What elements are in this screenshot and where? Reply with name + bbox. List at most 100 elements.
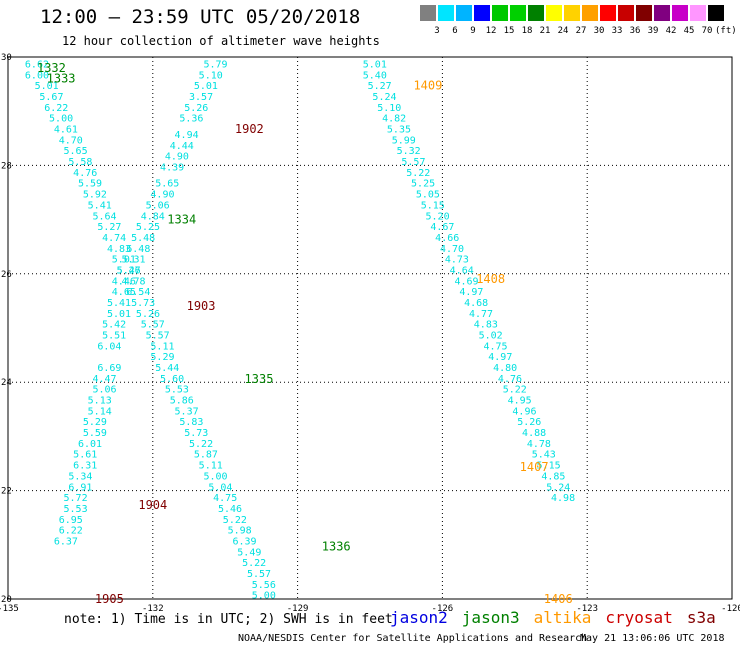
wave-height-point: 4.95 xyxy=(508,396,532,407)
wave-height-point: 5.22 xyxy=(503,385,527,396)
wave-height-point: 6.00 xyxy=(25,70,49,81)
wave-height-point: 5.00 xyxy=(252,591,276,602)
wave-height-point: 5.15 xyxy=(421,200,445,211)
scale-swatch xyxy=(582,5,598,21)
wave-height-point: 5.43 xyxy=(532,450,556,461)
scale-label: 42 xyxy=(665,26,677,36)
track-time-label: 1406 xyxy=(544,592,573,606)
wave-height-point: 6.48 xyxy=(126,244,150,255)
x-tick-label: -132 xyxy=(142,604,164,614)
wave-height-point: 5.72 xyxy=(64,493,88,504)
scale-label: 3 xyxy=(434,26,440,36)
wave-height-point: 5.35 xyxy=(387,125,411,136)
wave-height-point: 4.80 xyxy=(493,363,517,374)
satellite-jason2: jason2 xyxy=(390,608,448,627)
track-time-label: 1336 xyxy=(322,539,351,553)
footer-note: note: 1) Time is in UTC; 2) SWH is in fe… xyxy=(64,612,393,627)
wave-height-point: 5.01 xyxy=(363,60,387,71)
scale-swatch xyxy=(672,5,688,21)
wave-height-point: 4.78 xyxy=(121,276,145,287)
wave-height-point: 5.26 xyxy=(184,103,208,114)
scale-label: 6 xyxy=(452,26,458,36)
wave-height-point: 5.59 xyxy=(78,179,102,190)
wave-height-point: 5.37 xyxy=(175,406,199,417)
wave-height-point: 4.70 xyxy=(440,244,464,255)
wave-height-point: 5.01 xyxy=(112,255,136,266)
scale-label: 70 xyxy=(701,26,713,36)
wave-height-point: 4.70 xyxy=(59,135,83,146)
wave-height-point: 5.40 xyxy=(363,70,387,81)
wave-height-point: 5.41 xyxy=(88,200,112,211)
wave-height-point: 5.65 xyxy=(64,146,88,157)
wave-height-point: 5.27 xyxy=(368,81,392,92)
y-tick-label: 30 xyxy=(1,53,12,63)
y-tick-label: 22 xyxy=(1,487,12,497)
wave-height-point: 4.83 xyxy=(107,244,131,255)
wave-height-point: 4.69 xyxy=(454,276,478,287)
track-time-label: 1334 xyxy=(167,213,196,227)
wave-height-point: 5.24 xyxy=(372,92,396,103)
wave-height-point: 6.01 xyxy=(78,439,102,450)
scale-swatch xyxy=(456,5,472,21)
wave-height-point: 6.62 xyxy=(25,60,49,71)
satellite-altika: altika xyxy=(533,608,592,627)
wave-height-point: 5.44 xyxy=(155,363,179,374)
wave-height-point: 4.73 xyxy=(445,255,469,266)
track-time-label: 1407 xyxy=(520,460,549,474)
wave-height-point: 5.13 xyxy=(88,396,112,407)
wave-height-point: 4.84 xyxy=(141,211,165,222)
wave-height-point: 4.67 xyxy=(430,222,454,233)
wave-height-point: 4.90 xyxy=(165,152,189,163)
scale-swatch xyxy=(492,5,508,21)
wave-height-point: 5.42 xyxy=(102,320,126,331)
wave-height-point: 5.57 xyxy=(401,157,425,168)
scale-label: 18 xyxy=(521,26,533,36)
wave-height-point: 5.59 xyxy=(83,428,107,439)
wave-height-point: 6.91 xyxy=(68,482,92,493)
wave-height-point: 5.22 xyxy=(406,168,430,179)
wave-height-point: 5.34 xyxy=(68,471,92,482)
wave-height-point: 4.75 xyxy=(213,493,237,504)
wave-height-point: 5.11 xyxy=(150,341,174,352)
wave-height-point: 4.97 xyxy=(488,352,512,363)
wave-height-point: 4.39 xyxy=(160,162,184,173)
wave-height-point: 6.22 xyxy=(59,526,83,537)
x-tick-label: -135 xyxy=(0,604,19,614)
scale-swatch xyxy=(546,5,562,21)
wave-height-point: 4.65 xyxy=(112,287,136,298)
wave-height-point: 5.56 xyxy=(252,580,276,591)
wave-height-point: 4.76 xyxy=(498,374,522,385)
wave-height-point: 5.92 xyxy=(83,190,107,201)
scale-label: (ft) xyxy=(715,26,737,36)
wave-height-point: 6.69 xyxy=(97,363,121,374)
satellite-legend: jason2 jason3 altika cryosat s3a xyxy=(390,608,716,627)
wave-height-point: 4.47 xyxy=(92,374,116,385)
wave-height-point: 5.53 xyxy=(165,385,189,396)
wave-height-point: 5.58 xyxy=(68,157,92,168)
x-tick-label: -120 xyxy=(721,604,740,614)
scale-swatch xyxy=(474,5,490,21)
wave-height-point: 5.60 xyxy=(160,374,184,385)
satellite-s3a: s3a xyxy=(686,608,716,627)
wave-height-point: 5.29 xyxy=(150,352,174,363)
wave-height-point: 5.98 xyxy=(228,526,252,537)
wave-height-point: 5.06 xyxy=(92,385,116,396)
scale-swatch xyxy=(438,5,454,21)
scale-label: 30 xyxy=(593,26,605,36)
wave-height-point: 5.00 xyxy=(49,114,73,125)
track-time-label: 1408 xyxy=(476,272,505,286)
wave-height-point: 5.73 xyxy=(184,428,208,439)
y-tick-label: 20 xyxy=(1,595,12,605)
wave-height-point: 5.46 xyxy=(218,504,242,515)
wave-height-point: 5.04 xyxy=(208,482,232,493)
wave-height-point: 5.25 xyxy=(411,179,435,190)
scale-label: 15 xyxy=(503,26,515,36)
wave-height-point: 5.27 xyxy=(97,222,121,233)
scale-swatch xyxy=(564,5,580,21)
wave-height-point: 6.22 xyxy=(44,103,68,114)
scale-label: 27 xyxy=(575,26,587,36)
wave-height-point: 4.66 xyxy=(435,233,459,244)
wave-height-point: 5.06 xyxy=(146,200,170,211)
wave-height-point: 5.00 xyxy=(203,471,227,482)
wave-height-point: 5.57 xyxy=(141,320,165,331)
